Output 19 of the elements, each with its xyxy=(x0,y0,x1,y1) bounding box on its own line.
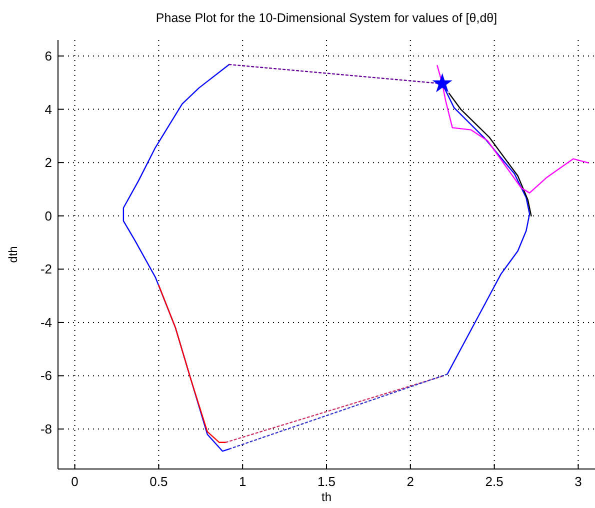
line-series xyxy=(158,284,226,443)
y-axis-title: dth xyxy=(6,246,20,263)
y-tick-label: 0 xyxy=(44,208,52,224)
x-tick-label: 2.5 xyxy=(485,474,504,489)
x-tick-label: 0 xyxy=(71,474,78,489)
y-tick-label: 4 xyxy=(44,102,52,117)
x-tick-label: 1.5 xyxy=(317,474,336,489)
x-tick-label: 3 xyxy=(574,474,582,489)
y-tick-label: 2 xyxy=(44,155,52,170)
x-tick-label: 2 xyxy=(406,474,414,489)
chart-title: Phase Plot for the 10-Dimensional System for values of [θ,dθ] xyxy=(156,11,498,25)
x-tick-label: 1 xyxy=(238,474,246,489)
x-tick-label: 0.5 xyxy=(150,474,168,489)
y-tick-label: 6 xyxy=(44,48,52,64)
y-tick-label: -6 xyxy=(40,368,52,384)
x-axis-title: th xyxy=(321,490,332,504)
y-tick-label: -4 xyxy=(40,314,52,330)
y-tick-label: -8 xyxy=(40,422,52,437)
y-tick-label: -2 xyxy=(40,262,52,277)
